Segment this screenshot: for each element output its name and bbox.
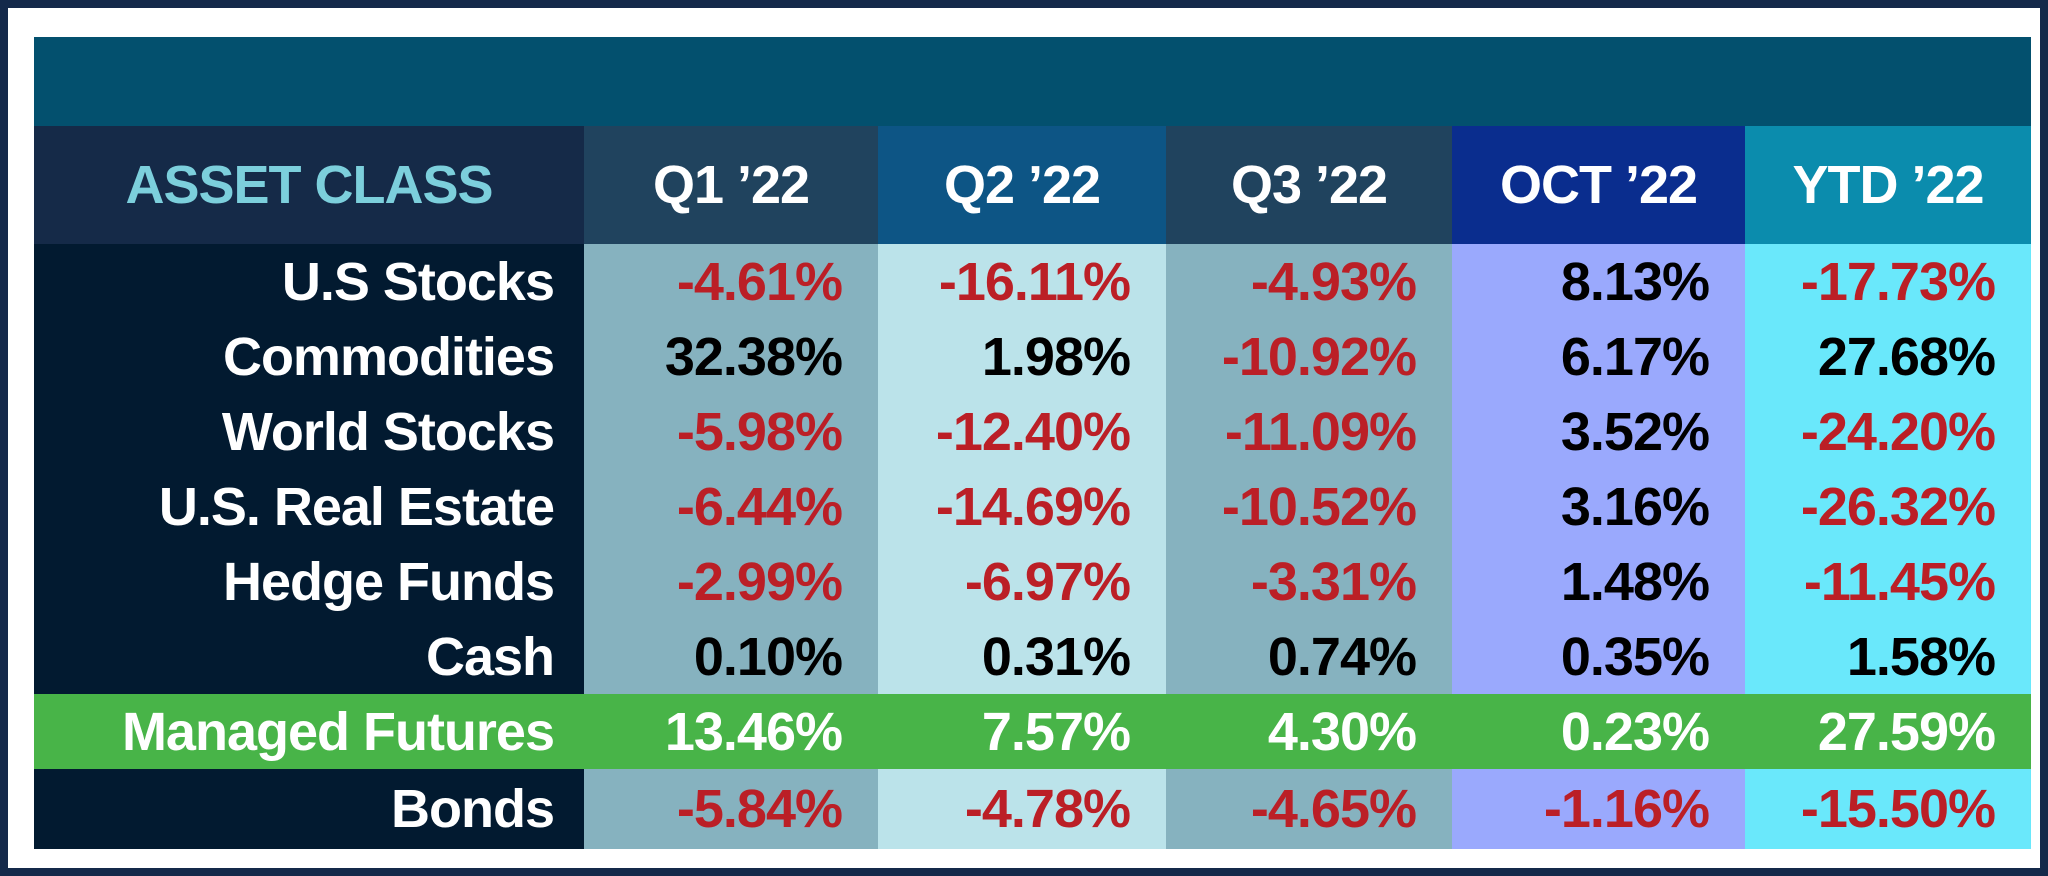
- row-label: Cash: [34, 619, 584, 694]
- return-value: -1.16%: [1452, 769, 1745, 849]
- return-value: -3.31%: [1166, 544, 1452, 619]
- header-asset-class: ASSET CLASS: [34, 126, 584, 244]
- return-value: -4.61%: [584, 244, 878, 319]
- return-value: 0.35%: [1452, 619, 1745, 694]
- row-label: Managed Futures: [34, 694, 584, 769]
- return-value: 3.52%: [1452, 394, 1745, 469]
- header-period: Q2 ’22: [878, 126, 1166, 244]
- header-period: Q1 ’22: [584, 126, 878, 244]
- header-period: OCT ’22: [1452, 126, 1745, 244]
- return-value: -5.84%: [584, 769, 878, 849]
- row-label: U.S. Real Estate: [34, 469, 584, 544]
- return-value: 8.13%: [1452, 244, 1745, 319]
- return-value: 6.17%: [1452, 319, 1745, 394]
- return-value: -15.50%: [1745, 769, 2031, 849]
- frame: ASSET CLASS Q1 ’22 Q2 ’22 Q3 ’22 OCT ’22 YTD …: [8, 8, 2040, 868]
- return-value: 0.10%: [584, 619, 878, 694]
- return-value: -10.92%: [1166, 319, 1452, 394]
- return-value: -6.97%: [878, 544, 1166, 619]
- return-value: -5.98%: [584, 394, 878, 469]
- return-value: -24.20%: [1745, 394, 2031, 469]
- return-value: 0.31%: [878, 619, 1166, 694]
- return-value: -4.78%: [878, 769, 1166, 849]
- return-value: 1.48%: [1452, 544, 1745, 619]
- return-value: -11.09%: [1166, 394, 1452, 469]
- row-label: Bonds: [34, 769, 584, 849]
- row-label: Hedge Funds: [34, 544, 584, 619]
- return-value: -12.40%: [878, 394, 1166, 469]
- return-value: -17.73%: [1745, 244, 2031, 319]
- return-value: -11.45%: [1745, 544, 2031, 619]
- return-value: 1.58%: [1745, 619, 2031, 694]
- return-value: -10.52%: [1166, 469, 1452, 544]
- title-band: [34, 37, 2031, 126]
- return-value: 27.68%: [1745, 319, 2031, 394]
- return-value: -16.11%: [878, 244, 1166, 319]
- header-period: YTD ’22: [1745, 126, 2031, 244]
- return-value: -4.65%: [1166, 769, 1452, 849]
- return-value: 4.30%: [1166, 694, 1452, 769]
- row-label: U.S Stocks: [34, 244, 584, 319]
- return-value: -2.99%: [584, 544, 878, 619]
- return-value: 0.74%: [1166, 619, 1452, 694]
- asset-class-returns-table: ASSET CLASS Q1 ’22 Q2 ’22 Q3 ’22 OCT ’22 YTD …: [34, 37, 2031, 855]
- return-value: -26.32%: [1745, 469, 2031, 544]
- return-value: 32.38%: [584, 319, 878, 394]
- return-value: -6.44%: [584, 469, 878, 544]
- return-value: 13.46%: [584, 694, 878, 769]
- return-value: -4.93%: [1166, 244, 1452, 319]
- return-value: -14.69%: [878, 469, 1166, 544]
- return-value: 7.57%: [878, 694, 1166, 769]
- row-label: World Stocks: [34, 394, 584, 469]
- header-period: Q3 ’22: [1166, 126, 1452, 244]
- row-label: Commodities: [34, 319, 584, 394]
- return-value: 27.59%: [1745, 694, 2031, 769]
- return-value: 1.98%: [878, 319, 1166, 394]
- return-value: 0.23%: [1452, 694, 1745, 769]
- return-value: 3.16%: [1452, 469, 1745, 544]
